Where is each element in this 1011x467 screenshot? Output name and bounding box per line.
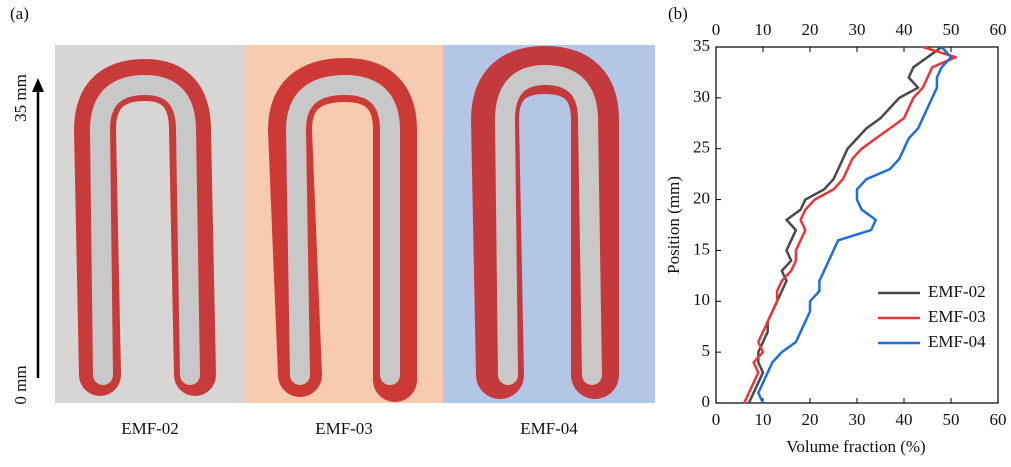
x-tick-label: 40 bbox=[896, 410, 913, 429]
image-caption: EMF-03 bbox=[315, 419, 373, 438]
panel-label: (a) bbox=[10, 4, 29, 23]
tubes bbox=[73, 45, 619, 402]
data-line bbox=[757, 46, 953, 404]
x-tick-label-top: 20 bbox=[802, 20, 819, 39]
y-tick-label: 0 bbox=[702, 392, 711, 411]
x-tick-label: 20 bbox=[802, 410, 819, 429]
scale-label: 35 mm bbox=[11, 74, 30, 122]
x-tick-label-top: 60 bbox=[990, 20, 1007, 39]
x-tick-label-top: 10 bbox=[755, 20, 772, 39]
x-tick-label: 50 bbox=[943, 410, 960, 429]
image-caption: EMF-04 bbox=[520, 419, 578, 438]
x-axis-label: Volume fraction (%) bbox=[786, 437, 925, 456]
y-tick-label: 25 bbox=[693, 138, 710, 157]
x-tick-label: 10 bbox=[755, 410, 772, 429]
image-panel: (a) 35 mm 0 mm EMF-02 EMF-03 EMF-04 bbox=[10, 4, 655, 438]
data-line bbox=[747, 45, 943, 404]
x-tick-label-top: 40 bbox=[896, 20, 913, 39]
legend-label: EMF-02 bbox=[928, 282, 986, 301]
y-tick-label: 5 bbox=[702, 341, 711, 360]
x-tick-label-top: 0 bbox=[712, 20, 721, 39]
legend-label: EMF-04 bbox=[928, 332, 986, 351]
y-axis-label: Position (mm) bbox=[664, 176, 683, 274]
y-tick-label: 15 bbox=[693, 239, 710, 258]
scale-label: 0 mm bbox=[11, 365, 30, 404]
x-tick-label: 30 bbox=[849, 410, 866, 429]
y-tick-label: 20 bbox=[693, 188, 710, 207]
data-line bbox=[743, 45, 957, 404]
scale-arrowhead bbox=[32, 78, 44, 92]
y-tick-label: 10 bbox=[693, 290, 710, 309]
x-tick-label-top: 30 bbox=[849, 20, 866, 39]
panel-label: (b) bbox=[668, 4, 688, 23]
image-caption: EMF-02 bbox=[121, 419, 179, 438]
legend-label: EMF-03 bbox=[928, 307, 986, 326]
y-tick-label: 35 bbox=[693, 36, 710, 55]
x-tick-label-top: 50 bbox=[943, 20, 960, 39]
y-tick-label: 30 bbox=[693, 87, 710, 106]
x-tick-label: 0 bbox=[712, 410, 721, 429]
x-tick-label: 60 bbox=[990, 410, 1007, 429]
